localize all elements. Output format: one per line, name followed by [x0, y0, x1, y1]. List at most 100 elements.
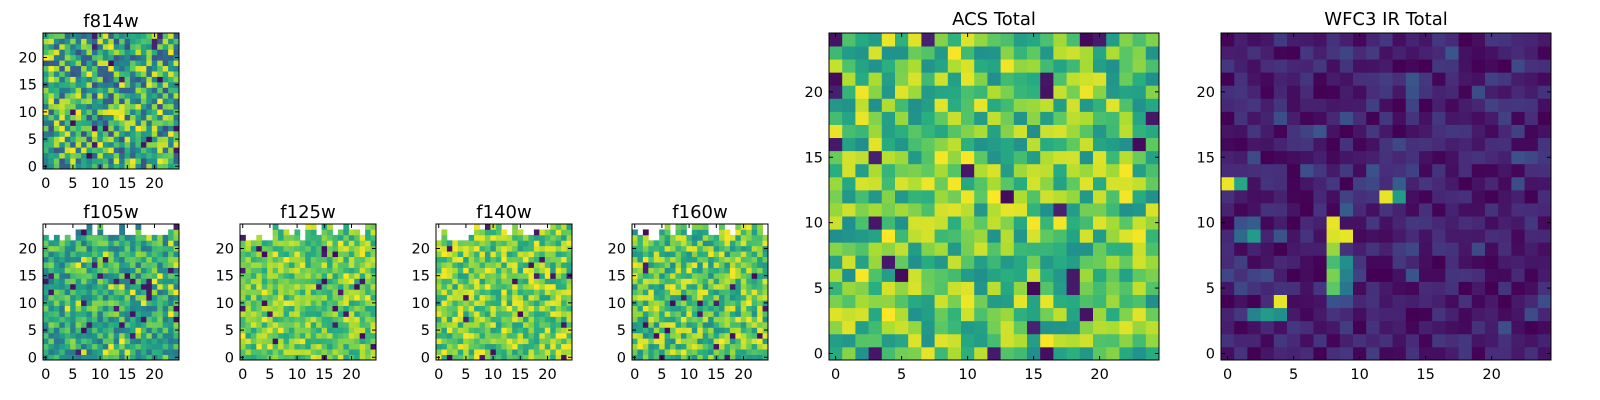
- heatmap-cell: [713, 272, 720, 279]
- heatmap-cell: [1498, 242, 1512, 256]
- heatmap-cell: [81, 332, 87, 339]
- heatmap-cell: [354, 316, 361, 323]
- heatmap-cell: [267, 316, 274, 323]
- heatmap-cell: [1458, 229, 1473, 243]
- heatmap-cell: [468, 327, 475, 334]
- heatmap-cell: [48, 343, 55, 350]
- heatmap-cell: [108, 354, 115, 361]
- heatmap-cell: [75, 229, 82, 236]
- heatmap-cell: [670, 354, 676, 361]
- heatmap-cell: [637, 327, 644, 334]
- heatmap-cell: [81, 229, 87, 236]
- heatmap-cell: [441, 278, 448, 285]
- heatmap-cell: [729, 251, 736, 258]
- heatmap-cell: [523, 354, 529, 361]
- heatmap-cell: [550, 272, 557, 279]
- heatmap-cell: [702, 278, 709, 285]
- heatmap-cell: [697, 272, 704, 279]
- heatmap-cell: [1419, 98, 1433, 112]
- heatmap-cell: [278, 245, 284, 252]
- heatmap-cell: [261, 272, 268, 279]
- heatmap-cell: [495, 349, 502, 355]
- heatmap-cell: [146, 98, 153, 105]
- heatmap-cell: [146, 87, 153, 94]
- heatmap-cell: [146, 338, 153, 345]
- heatmap-cell: [457, 272, 464, 279]
- heatmap-cell: [642, 300, 649, 306]
- heatmap-cell: [1458, 320, 1473, 335]
- heatmap-cell: [359, 338, 366, 345]
- heatmap-cell: [735, 229, 742, 236]
- heatmap-cell: [702, 321, 709, 328]
- heatmap-cell: [1392, 124, 1407, 139]
- heatmap-cell: [168, 71, 174, 77]
- heatmap-cell: [140, 54, 147, 61]
- heatmap-cell: [506, 251, 513, 258]
- heatmap-cell: [523, 294, 529, 301]
- heatmap-cell: [908, 320, 922, 335]
- heatmap-cell: [327, 262, 333, 268]
- heatmap-cell: [533, 354, 540, 361]
- heatmap-cell: [113, 234, 120, 241]
- heatmap-cell: [1379, 163, 1393, 178]
- heatmap-cell: [151, 152, 158, 159]
- heatmap-cell: [173, 278, 180, 285]
- heatmap-cell: [1458, 216, 1473, 230]
- heatmap-cell: [168, 147, 174, 154]
- heatmap-cell: [250, 240, 257, 247]
- heatmap-cell: [1392, 85, 1407, 99]
- heatmap-cell: [359, 262, 366, 268]
- heatmap-cell: [457, 316, 464, 323]
- heatmap-cell: [501, 245, 508, 252]
- heatmap-cell: [59, 267, 66, 274]
- heatmap-cell: [664, 272, 671, 279]
- heatmap-cell: [648, 283, 655, 290]
- x-tick-label: 0: [630, 367, 639, 383]
- heatmap-cell: [1247, 33, 1261, 47]
- heatmap-cell: [724, 300, 731, 306]
- heatmap-cell: [746, 283, 753, 290]
- heatmap-cell: [86, 240, 93, 247]
- heatmap-cell: [829, 150, 843, 165]
- heatmap-cell: [151, 343, 158, 350]
- heatmap-cell: [1392, 33, 1407, 47]
- heatmap-cell: [762, 321, 769, 328]
- heatmap-cell: [463, 311, 470, 317]
- heatmap-cell: [974, 333, 988, 348]
- heatmap-cell: [1445, 33, 1459, 47]
- heatmap-cell: [490, 305, 497, 312]
- heatmap-cell: [921, 46, 935, 60]
- heatmap-cell: [53, 272, 60, 279]
- heatmap-cell: [921, 255, 935, 269]
- heatmap-cell: [359, 300, 366, 306]
- heatmap-cell: [1000, 333, 1015, 348]
- heatmap-cell: [130, 267, 136, 274]
- heatmap-cell: [1366, 98, 1380, 112]
- heatmap-cell: [1132, 72, 1147, 86]
- heatmap-cell: [59, 305, 66, 312]
- heatmap-cell: [250, 294, 257, 301]
- heatmap-cell: [1106, 346, 1120, 361]
- heatmap-cell: [354, 229, 361, 236]
- heatmap-cell: [1379, 137, 1393, 152]
- heatmap-cell: [102, 54, 109, 61]
- heatmap-cell: [240, 343, 246, 350]
- heatmap-cell: [1432, 307, 1446, 322]
- heatmap-cell: [868, 33, 883, 47]
- heatmap-cell: [653, 332, 660, 339]
- heatmap-cell: [680, 240, 687, 247]
- heatmap-cell: [140, 343, 147, 350]
- heatmap-cell: [97, 141, 104, 148]
- heatmap-cell: [751, 267, 758, 274]
- heatmap-cell: [151, 43, 158, 50]
- heatmap-cell: [48, 87, 55, 94]
- heatmap-cell: [1485, 98, 1499, 112]
- heatmap-cell: [653, 311, 660, 317]
- heatmap-cell: [59, 262, 66, 268]
- heatmap-cell: [1379, 255, 1393, 269]
- heatmap-cell: [157, 251, 164, 258]
- heatmap-cell: [729, 283, 736, 290]
- heatmap-cell: [664, 262, 671, 268]
- heatmap-cell: [1405, 137, 1420, 152]
- heatmap-cell: [124, 256, 131, 263]
